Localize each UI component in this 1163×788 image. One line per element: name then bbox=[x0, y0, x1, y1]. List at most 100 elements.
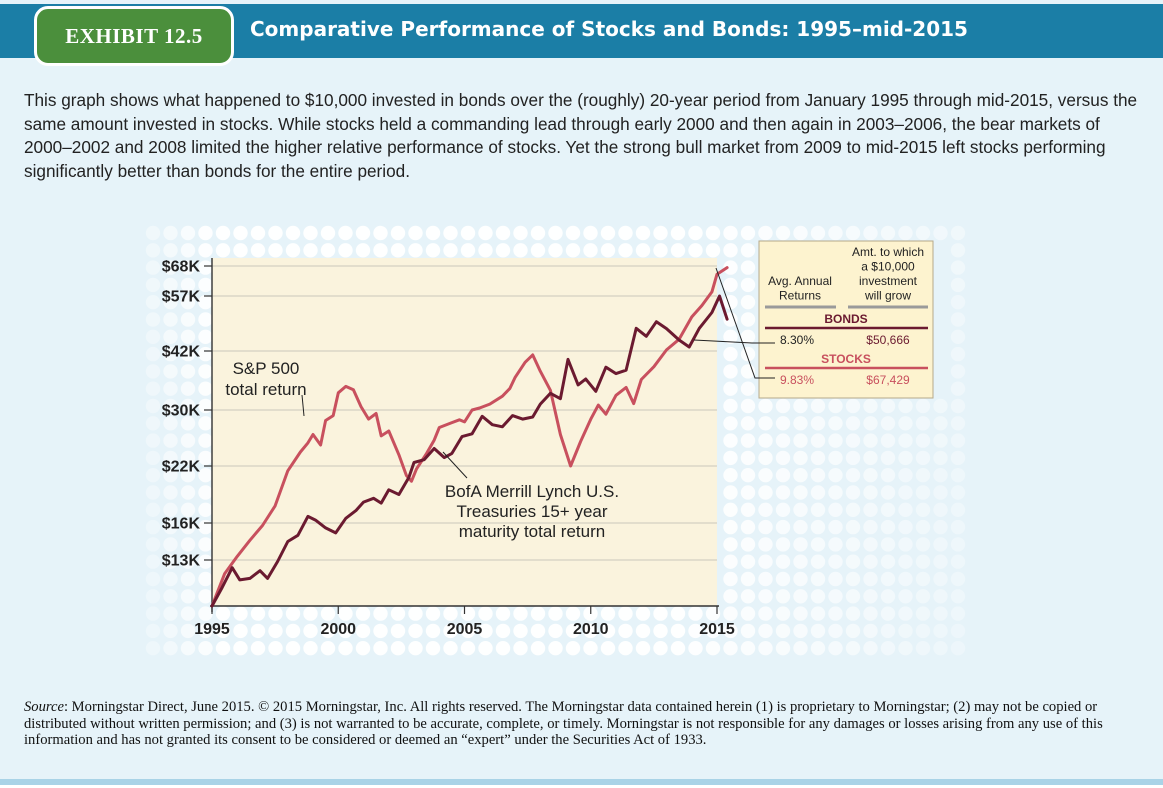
bg-dot bbox=[880, 225, 896, 241]
bg-dot bbox=[950, 260, 966, 275]
bg-dot bbox=[723, 606, 738, 621]
bg-dot bbox=[268, 225, 283, 241]
source-label: Source bbox=[24, 699, 64, 715]
bg-dot bbox=[250, 641, 266, 656]
series-line-bonds bbox=[210, 294, 729, 608]
bg-dot bbox=[880, 519, 896, 535]
bg-dot bbox=[250, 243, 266, 258]
bg-dot bbox=[775, 485, 791, 500]
bg-dot bbox=[758, 537, 773, 552]
bg-dot bbox=[600, 623, 616, 639]
bg-dot bbox=[548, 623, 563, 639]
bg-dot bbox=[145, 450, 161, 466]
bg-dot bbox=[163, 537, 178, 552]
bg-dot bbox=[898, 606, 913, 621]
bg-dot bbox=[758, 571, 773, 587]
exhibit-badge: EXHIBIT 12.5 bbox=[34, 6, 234, 66]
bg-dot bbox=[845, 416, 861, 431]
bg-dot bbox=[250, 623, 266, 639]
bg-dot bbox=[163, 589, 178, 604]
bg-dot bbox=[163, 243, 178, 258]
bg-dot bbox=[723, 295, 738, 310]
bg-dot bbox=[180, 364, 196, 379]
bg-dot bbox=[285, 606, 301, 621]
bg-dot bbox=[653, 623, 668, 639]
bg-dot bbox=[408, 606, 423, 621]
bg-dot bbox=[740, 416, 756, 431]
bg-dot bbox=[723, 641, 738, 656]
bg-dot bbox=[723, 537, 738, 552]
bg-dot bbox=[863, 502, 878, 517]
bg-dot bbox=[740, 571, 756, 587]
bg-dot bbox=[880, 537, 896, 552]
bg-dot bbox=[180, 433, 196, 448]
bg-dot bbox=[163, 312, 178, 327]
bg-dot bbox=[845, 571, 861, 587]
bg-dot bbox=[180, 641, 196, 656]
bg-dot bbox=[285, 225, 301, 241]
bg-dot bbox=[635, 623, 651, 639]
bg-dot bbox=[198, 364, 213, 379]
bg-dot bbox=[303, 606, 318, 621]
bg-dot bbox=[163, 277, 178, 293]
bg-dot bbox=[810, 571, 826, 587]
bg-dot bbox=[950, 329, 966, 344]
bg-dot bbox=[600, 225, 616, 241]
bg-dot bbox=[198, 295, 213, 310]
bg-dot bbox=[145, 416, 161, 431]
bg-dot bbox=[863, 416, 878, 431]
bg-dot bbox=[478, 641, 493, 656]
bg-dot bbox=[740, 485, 756, 500]
bg-dot bbox=[810, 519, 826, 535]
bg-dot bbox=[775, 450, 791, 466]
bg-dot bbox=[810, 623, 826, 639]
bg-dot bbox=[793, 623, 808, 639]
bg-dot bbox=[600, 243, 616, 258]
bg-dot bbox=[845, 485, 861, 500]
bg-dot bbox=[145, 623, 161, 639]
bg-dot bbox=[933, 225, 948, 241]
bg-dot bbox=[810, 468, 826, 483]
bottom-rule bbox=[0, 779, 1163, 785]
table-avg-return: 8.30% bbox=[780, 333, 814, 347]
bg-dot bbox=[758, 398, 773, 414]
bg-dot bbox=[250, 606, 266, 621]
bg-dot bbox=[740, 243, 756, 258]
bg-dot bbox=[933, 450, 948, 466]
bg-dot bbox=[933, 623, 948, 639]
bg-dot bbox=[828, 485, 843, 500]
bonds-connector bbox=[693, 339, 775, 344]
bg-dot bbox=[775, 589, 791, 604]
bg-dot bbox=[740, 312, 756, 327]
table-avg-return: 9.83% bbox=[780, 373, 814, 387]
bg-dot bbox=[583, 623, 598, 639]
bg-dot bbox=[180, 346, 196, 362]
bg-dot bbox=[180, 606, 196, 621]
bg-dot bbox=[460, 225, 476, 241]
bg-dot bbox=[933, 398, 948, 414]
bg-dot bbox=[198, 554, 213, 569]
bg-dot bbox=[950, 346, 966, 362]
bg-dot bbox=[285, 623, 301, 639]
bg-dot bbox=[548, 225, 563, 241]
bg-dot bbox=[373, 243, 388, 258]
bg-dot bbox=[863, 589, 878, 604]
bg-dot bbox=[163, 225, 178, 241]
bg-dot bbox=[950, 295, 966, 310]
bg-dot bbox=[775, 225, 791, 241]
bg-dot bbox=[740, 554, 756, 569]
bg-dot bbox=[583, 641, 598, 656]
bg-dot bbox=[775, 416, 791, 431]
bg-dot bbox=[145, 519, 161, 535]
bg-dot bbox=[758, 485, 773, 500]
bg-dot bbox=[530, 606, 546, 621]
bg-dot bbox=[460, 243, 476, 258]
bg-dot bbox=[600, 606, 616, 621]
bg-dot bbox=[933, 502, 948, 517]
table-section-label: BONDS bbox=[824, 312, 867, 326]
bg-dot bbox=[740, 502, 756, 517]
bg-dot bbox=[810, 606, 826, 621]
bg-dot bbox=[915, 225, 931, 241]
summary-table-box bbox=[758, 240, 934, 399]
bg-dot bbox=[845, 537, 861, 552]
